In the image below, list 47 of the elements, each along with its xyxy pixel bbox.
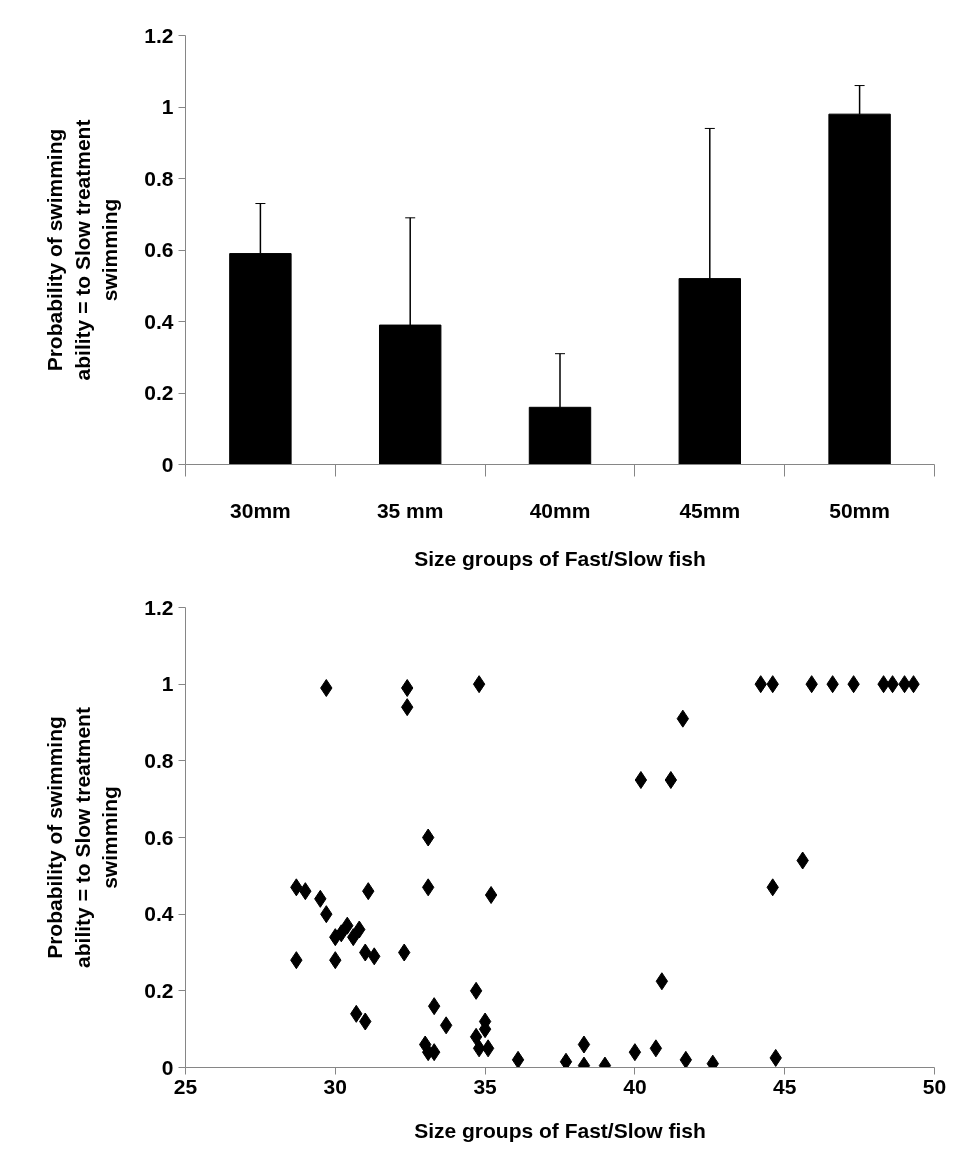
y-tick-label: 1.2 <box>144 595 174 619</box>
x-tick-label: 50mm <box>829 498 890 522</box>
point <box>634 771 648 789</box>
point <box>484 886 498 904</box>
x-tick-label: 35 mm <box>376 498 444 522</box>
point <box>628 1043 642 1062</box>
point <box>401 679 414 697</box>
x-tick-label: 30 <box>323 1074 347 1098</box>
y-tick-label: 0.2 <box>144 978 174 1002</box>
point <box>664 771 678 789</box>
point <box>679 1050 692 1068</box>
y-axis-title: Probability of swimming ability = to Slow treatment swimming <box>43 707 122 968</box>
x-tick-label: 40mm <box>529 498 591 522</box>
y-tick-label: 0.6 <box>144 825 174 849</box>
point <box>511 1050 525 1068</box>
y-tick-label: 0.4 <box>144 902 174 926</box>
point <box>577 1035 591 1054</box>
x-tick-label: 30mm <box>230 498 291 522</box>
y-tick-label: 0 <box>161 1055 174 1079</box>
x-tick-label: 45 <box>773 1074 797 1098</box>
y-tick-label: 1.2 <box>144 23 174 47</box>
point <box>655 972 669 991</box>
point <box>472 675 486 694</box>
point <box>469 1027 483 1046</box>
x-tick-label: 40 <box>623 1074 647 1098</box>
point <box>649 1039 663 1058</box>
y-tick-label: 0.8 <box>144 748 174 772</box>
y-axis-title: Probability of swimming ability = to Slow treatment swimming <box>43 119 122 381</box>
point <box>469 981 483 1000</box>
x-tick-label: 45mm <box>679 498 741 522</box>
y-tick-label: 0.2 <box>144 381 174 404</box>
x-tick-label: 25 <box>173 1074 198 1098</box>
y-tick-label: 1 <box>161 95 174 118</box>
x-tick-label: 35 <box>473 1074 498 1098</box>
y-tick-label: 0 <box>161 452 174 476</box>
x-tick-label: 50 <box>922 1074 947 1098</box>
y-tick-label: 1 <box>161 672 174 696</box>
point <box>559 1052 573 1068</box>
x-axis-title: Size groups of Fast/Slow fish <box>414 1118 706 1142</box>
y-tick-label: 0.6 <box>144 238 174 261</box>
x-axis-title: Size groups of Fast/Slow fish <box>414 546 706 570</box>
point <box>472 1039 486 1058</box>
y-tick-label: 0.4 <box>144 309 174 333</box>
point <box>481 1039 495 1058</box>
y-tick-label: 0.8 <box>144 166 174 190</box>
point <box>320 679 333 697</box>
point <box>439 1016 453 1035</box>
